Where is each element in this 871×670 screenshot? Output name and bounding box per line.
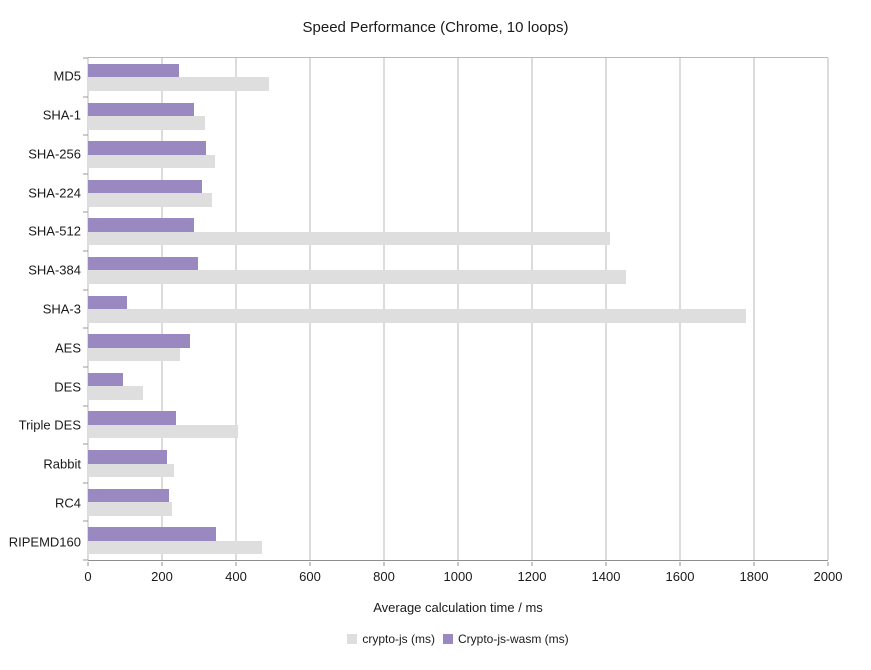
y-axis-tick [83,559,88,561]
legend-swatch-crypto-js-wasm-icon [443,634,453,644]
legend-item-crypto-js: crypto-js (ms) [347,632,435,646]
x-axis-tick [235,562,237,566]
x-axis-tick-label: 1200 [517,569,547,584]
y-axis-tick [83,57,88,59]
y-axis-tick [83,482,88,484]
x-axis-tick [87,562,89,566]
x-axis-tick [161,562,163,566]
y-axis-category-label: AES [54,340,81,356]
y-axis-category-label: SHA-256 [28,146,81,162]
x-axis-tick [309,562,311,566]
gridline [605,58,607,560]
bar-crypto-js-wasm [88,372,123,387]
bar-crypto-js [88,77,270,91]
y-axis-tick [83,443,88,445]
bar-crypto-js [88,270,626,284]
x-axis-tick [753,562,755,566]
chart-title: Speed Performance (Chrome, 10 loops) [302,19,569,36]
bar-crypto-js [88,502,172,516]
bar-crypto-js [88,540,262,555]
y-axis-tick [83,289,88,291]
y-axis-category-label: DES [54,379,81,395]
y-axis-tick [83,134,88,136]
y-axis-category-label: SHA-1 [42,107,81,123]
bar-crypto-js-wasm [88,179,203,194]
x-axis-tick-label: 0 [84,569,92,584]
gridline [309,58,311,560]
bar-crypto-js-wasm [88,411,177,425]
y-axis-category-label: Triple DES [18,417,81,433]
y-axis-category-label: RC4 [54,495,81,511]
y-axis-tick [83,405,88,407]
y-axis-category-label: SHA-224 [28,185,81,201]
bar-crypto-js-wasm [88,295,128,310]
legend-label-crypto-js: crypto-js (ms) [362,632,435,646]
gridline [679,58,681,560]
bar-crypto-js [88,386,144,400]
bar-crypto-js-wasm [88,218,194,232]
bar-crypto-js-wasm [88,63,180,78]
bar-crypto-js [88,116,205,130]
y-axis-category-label: Rabbit [43,456,81,472]
bar-crypto-js-wasm [88,334,191,348]
y-axis-tick [83,250,88,252]
x-axis-tick [679,562,681,566]
gridline [383,58,385,560]
y-axis-category-label: RIPEMD160 [8,534,81,550]
legend-item-crypto-js-wasm: Crypto-js-wasm (ms) [443,632,569,646]
bar-crypto-js-wasm [88,488,169,503]
gridline [457,58,459,560]
x-axis-tick-label: 1800 [739,569,769,584]
x-axis [87,562,829,567]
x-axis-tick [531,562,533,566]
x-axis-tick-label: 1000 [443,569,473,584]
gridline [235,58,237,560]
bar-crypto-js-wasm [88,141,206,155]
y-axis-labels: MD5 SHA-1 SHA-256 SHA-224 SHA-512 SHA-384 SHA-… [0,57,81,561]
x-axis-tick [457,562,459,566]
x-axis-tick [383,562,385,566]
plot-area [83,57,829,561]
legend-label-crypto-js-wasm: Crypto-js-wasm (ms) [458,632,569,646]
x-axis-labels: 0 200 400 600 800 1000 1200 1400 1600 1800 2000 [84,569,842,585]
y-axis-tick [83,366,88,368]
bar-crypto-js-wasm [88,256,198,271]
gridline [531,58,533,560]
bar-crypto-js [88,347,180,362]
x-axis-tick-label: 1400 [591,569,621,584]
x-axis-tick-label: 600 [299,569,321,584]
legend-swatch-crypto-js-icon [347,634,358,644]
gridline [827,58,829,560]
gridline [161,58,163,560]
y-axis-category-label: MD5 [53,68,81,84]
x-axis-tick [827,562,829,566]
x-axis-tick-label: 2000 [813,569,843,584]
bar-crypto-js [88,231,611,246]
y-axis-tick [83,96,88,98]
bar-crypto-js [88,154,215,169]
x-axis-tick-label: 400 [225,569,247,584]
y-axis-category-label: SHA-384 [28,262,81,278]
bar-crypto-js [88,424,239,439]
legend: crypto-js (ms) Crypto-js-wasm (ms) [88,632,828,646]
y-axis-category-label: SHA-512 [28,223,81,239]
x-axis-tick [605,562,607,566]
bar-crypto-js [88,463,174,478]
y-axis-tick [83,173,88,175]
bar-crypto-js [88,193,212,207]
gridline [753,58,755,560]
x-axis-tick-label: 200 [151,569,173,584]
y-axis-tick [83,520,88,522]
bar-crypto-js-wasm [88,527,216,541]
x-axis-tick-label: 1600 [665,569,695,584]
x-axis-tick-label: 800 [373,569,395,584]
x-axis-title: Average calculation time / ms [373,600,543,615]
bar-crypto-js-wasm [88,102,195,116]
y-axis-tick [83,211,88,213]
bar-crypto-js-wasm [88,450,167,464]
y-axis-category-label: SHA-3 [42,301,81,317]
bar-crypto-js [88,309,746,323]
y-axis-tick [83,327,88,329]
